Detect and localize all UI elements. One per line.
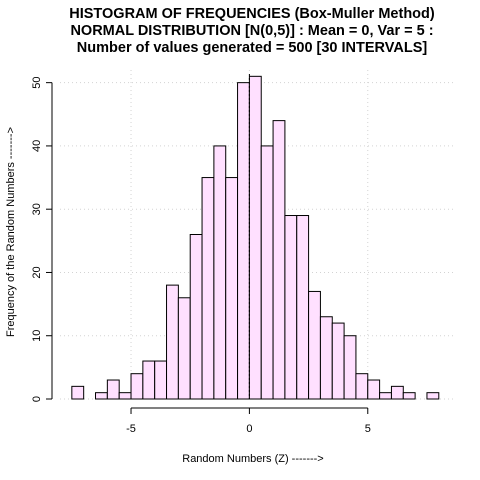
chart-title-line-2: NORMAL DISTRIBUTION [N(0,5)] : Mean = 0,…	[70, 23, 433, 39]
y-tick-label: 10	[31, 330, 43, 342]
histogram-bar	[390, 385, 404, 400]
x-tick-label: -5	[126, 423, 136, 435]
histogram-bar	[355, 373, 369, 400]
histogram-bar	[260, 145, 274, 400]
histogram-bar	[367, 379, 381, 400]
histogram-bar	[272, 120, 286, 400]
y-tick-label: 0	[31, 396, 43, 402]
x-axis: -5 0 5	[126, 407, 371, 435]
histogram-bar	[319, 316, 333, 400]
x-tick-label: 5	[365, 423, 371, 435]
histogram-bar	[154, 360, 168, 400]
histogram-bar	[308, 290, 321, 400]
y-axis-label: Frequency of the Random Numbers ------->	[5, 127, 17, 337]
histogram-bar	[237, 82, 250, 400]
histogram-bar	[296, 215, 310, 400]
histogram-bar	[248, 75, 262, 400]
histogram-bar	[71, 385, 85, 400]
y-axis: 0 10 20 30 40 50	[31, 77, 53, 402]
histogram-bar	[142, 360, 156, 400]
histogram-bar	[177, 297, 191, 400]
histogram-bar	[343, 335, 357, 400]
x-axis-label: Random Numbers (Z) ------->	[182, 453, 323, 465]
histogram-bar	[402, 392, 416, 400]
chart-title-line-1: HISTOGRAM OF FREQUENCIES (Box-Muller Met…	[69, 6, 435, 22]
histogram-bar	[284, 215, 298, 400]
histogram-bar	[189, 234, 203, 400]
histogram-bar	[426, 392, 440, 400]
histogram-bar	[201, 177, 215, 400]
y-tick-label: 40	[31, 140, 43, 152]
histogram-bars	[71, 75, 440, 400]
y-tick-label: 20	[31, 266, 43, 278]
histogram-bar	[331, 322, 345, 400]
histogram-bar	[166, 284, 179, 400]
y-tick-label: 30	[31, 203, 43, 215]
histogram-bar	[213, 145, 227, 400]
x-tick-label: 0	[246, 423, 252, 435]
histogram-bar	[225, 177, 239, 400]
chart-title-line-3: Number of values generated = 500 [30 INT…	[77, 40, 428, 56]
histogram-bar	[95, 392, 108, 400]
y-tick-label: 50	[31, 77, 43, 89]
histogram-bar	[379, 392, 392, 400]
histogram-bar	[106, 379, 120, 400]
histogram-bar	[118, 392, 132, 400]
histogram-bar	[130, 373, 144, 400]
